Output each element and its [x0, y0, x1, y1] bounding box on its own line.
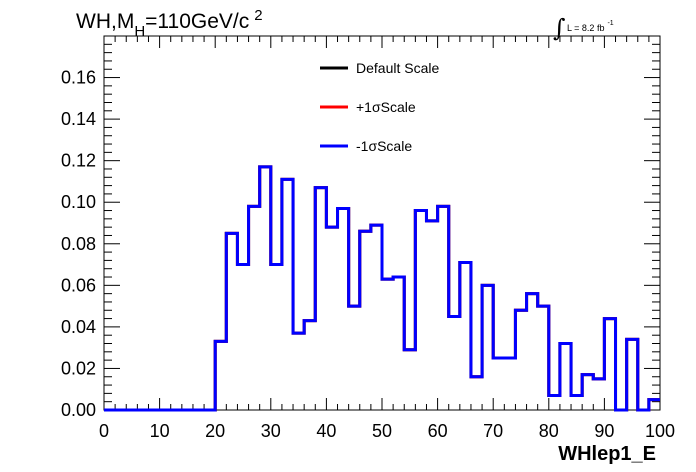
x-tick-label: 70	[483, 421, 503, 441]
title-subscript: H	[134, 23, 145, 40]
y-tick-label: 0.08	[61, 234, 96, 254]
legend-label: Default Scale	[356, 60, 439, 76]
series-group	[104, 165, 660, 412]
lumi-superscript: -1	[607, 20, 613, 27]
legend-label: +1σScale	[356, 99, 416, 115]
title-superscript: 2	[254, 7, 262, 24]
x-axis-label: WHlep1_E	[558, 443, 656, 465]
y-tick-label: 0.00	[61, 400, 96, 420]
y-tick-label: 0.16	[61, 68, 96, 88]
x-tick-label: 20	[205, 421, 225, 441]
x-tick-label: 60	[428, 421, 448, 441]
x-tick-label: 40	[316, 421, 336, 441]
series-line-3	[104, 165, 660, 412]
x-tick-label: 50	[372, 421, 392, 441]
lumi-label: L = 8.2 fb -1	[567, 20, 614, 33]
chart-title: WH,MH=110GeV/c 2	[76, 7, 263, 40]
x-tick-label: 30	[261, 421, 281, 441]
x-tick-label: 10	[150, 421, 170, 441]
lumi-integral-symbol: ∫	[553, 14, 566, 42]
title-middle: =110GeV/c	[145, 10, 249, 33]
y-tick-label: 0.02	[61, 358, 96, 378]
x-tick-label: 80	[539, 421, 559, 441]
y-tick-label: 0.12	[61, 151, 96, 171]
x-tick-label: 90	[594, 421, 614, 441]
lumi-text: L = 8.2 fb	[567, 23, 604, 33]
axis-ticks	[103, 35, 661, 411]
y-tick-label: 0.14	[61, 109, 96, 129]
tick-labels: 0 10 20 30 40 50 60 70 80 90 100 0.00 0.02 0.04 0.06 0.…	[61, 68, 675, 441]
y-tick-label: 0.10	[61, 192, 96, 212]
x-tick-label: 100	[645, 421, 675, 441]
x-tick-label: 0	[99, 421, 109, 441]
y-tick-label: 0.06	[61, 275, 96, 295]
legend-label: -1σScale	[356, 138, 412, 154]
title-prefix: WH,M	[76, 10, 134, 33]
legend: Default Scale +1σScale -1σScale	[320, 60, 439, 154]
y-tick-label: 0.04	[61, 317, 96, 337]
